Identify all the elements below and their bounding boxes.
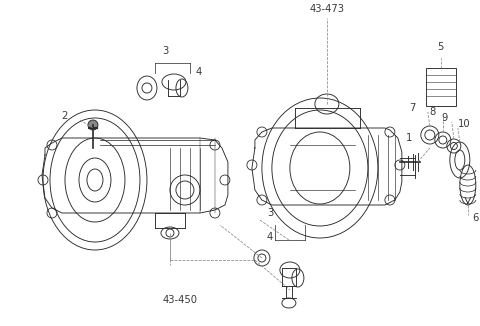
Text: 7: 7 <box>409 103 416 113</box>
Text: 43-450: 43-450 <box>162 295 197 305</box>
Text: 2: 2 <box>61 111 68 121</box>
Text: 3: 3 <box>162 46 168 56</box>
Text: 10: 10 <box>458 119 470 129</box>
Text: 6: 6 <box>472 213 478 223</box>
Circle shape <box>88 120 98 130</box>
Text: 8: 8 <box>430 107 436 117</box>
Bar <box>426 68 456 106</box>
Text: 4: 4 <box>196 67 202 77</box>
Text: 43-473: 43-473 <box>310 4 344 14</box>
Text: 3: 3 <box>267 208 273 218</box>
Text: 1: 1 <box>406 133 412 143</box>
Text: 9: 9 <box>442 113 448 123</box>
Text: 4: 4 <box>267 232 273 242</box>
Text: 5: 5 <box>438 42 444 52</box>
